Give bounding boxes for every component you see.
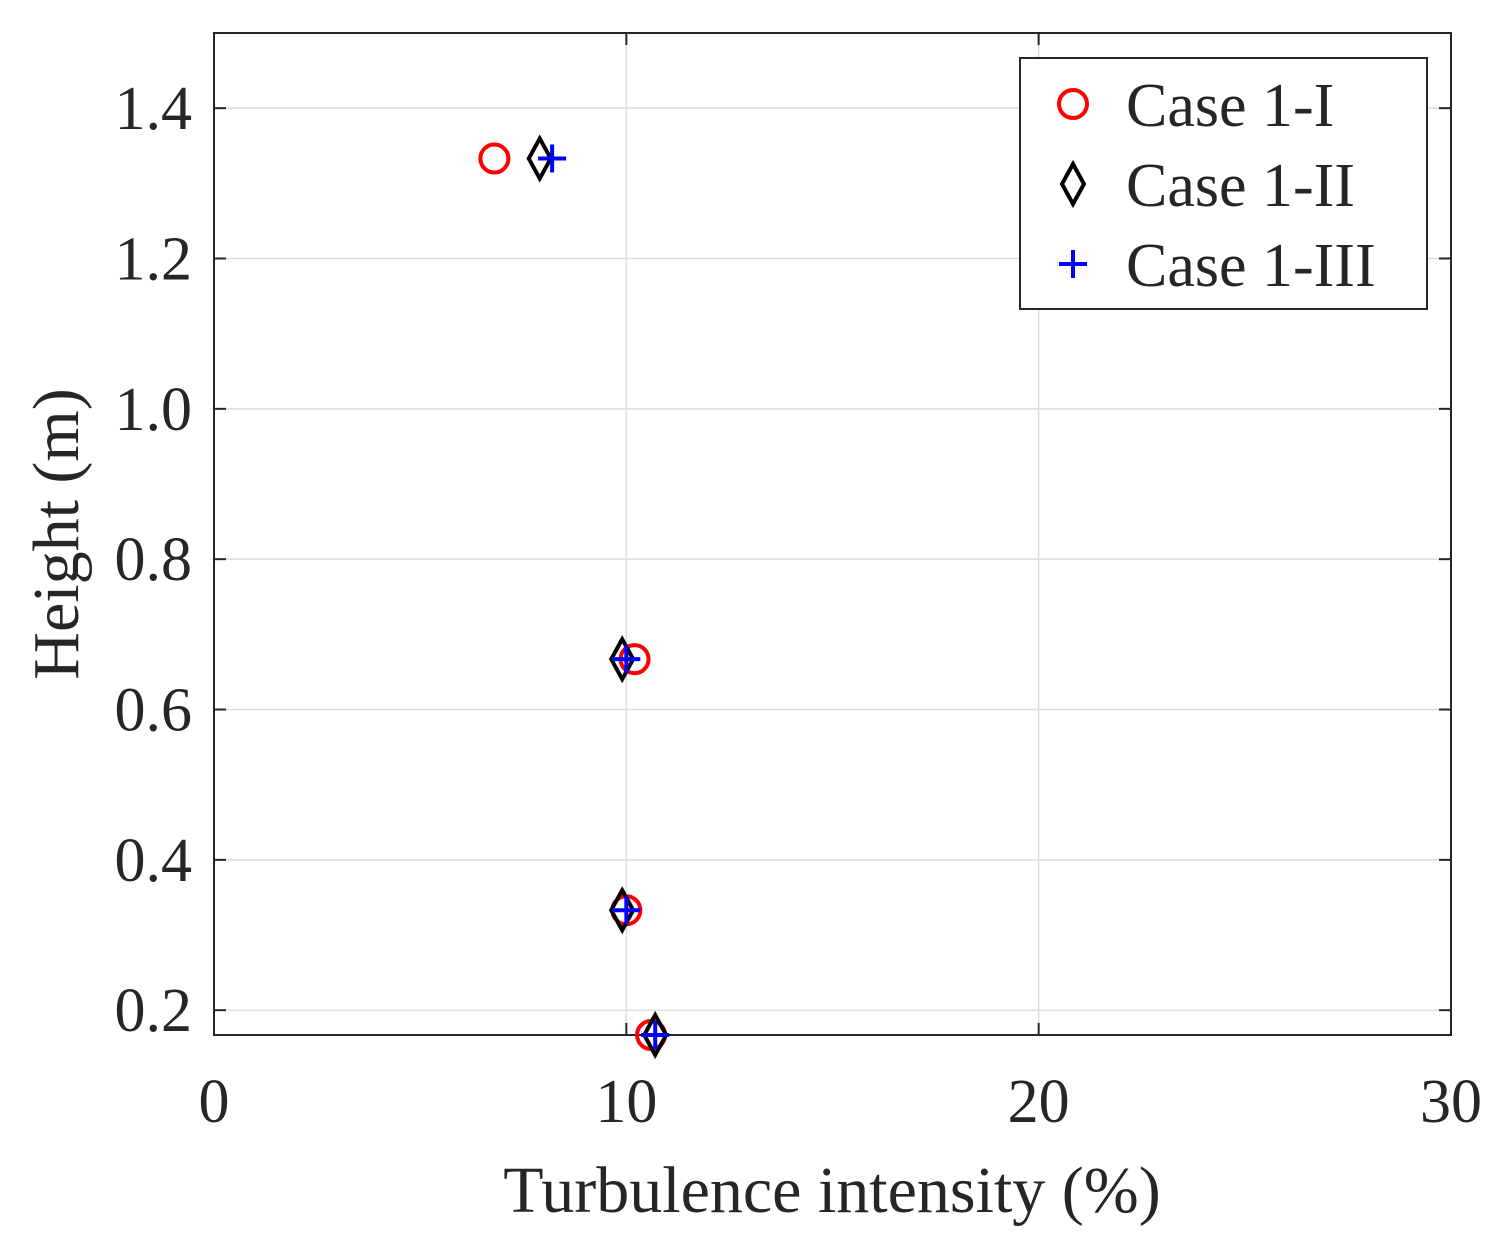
x-tick-label: 10 (595, 1068, 657, 1136)
data-point-series-1 (478, 142, 511, 175)
y-tick-label: 0.6 (115, 677, 193, 745)
data-point-series-2 (608, 886, 636, 935)
plot-frame (213, 32, 1452, 1036)
data-point-series-3 (612, 896, 641, 925)
legend-label-1: Case 1-I (1126, 72, 1334, 140)
y-tick-label: 0.2 (115, 977, 193, 1045)
legend-marker-3 (1059, 250, 1087, 278)
legend-marker-1 (1057, 88, 1089, 120)
grid-layer (214, 33, 1451, 1035)
x-tick-label: 20 (1008, 1068, 1070, 1136)
y-tick-label: 1.2 (115, 226, 193, 294)
data-point-series-3 (641, 1021, 670, 1049)
data-point-series-2 (526, 134, 554, 183)
x-tick-label: 0 (199, 1068, 230, 1136)
legend: Case 1-I Case 1-II Case 1-III (1019, 57, 1428, 310)
data-point-series-3 (612, 645, 641, 674)
legend-label-2: Case 1-II (1126, 152, 1355, 220)
tick-layer: 0 10 20 30 0.2 0.4 0.6 0.8 1.0 1.2 1.4 (115, 33, 1482, 1136)
y-tick-label: 0.4 (115, 827, 193, 895)
data-point-series-2 (641, 1010, 669, 1060)
data-point-series-2 (608, 635, 636, 684)
x-tick-label: 30 (1420, 1068, 1482, 1136)
y-tick-label: 1.0 (115, 376, 193, 444)
data-point-series-3 (538, 144, 567, 173)
x-axis-label: Turbulence intensity (%) (503, 1154, 1160, 1227)
legend-label-3: Case 1-III (1126, 232, 1376, 300)
y-tick-label: 1.4 (115, 75, 193, 143)
legend-marker-2 (1059, 159, 1087, 209)
y-axis-label: Height (m) (20, 388, 93, 679)
marker-layer (478, 134, 670, 1060)
y-tick-label: 0.8 (115, 526, 193, 594)
